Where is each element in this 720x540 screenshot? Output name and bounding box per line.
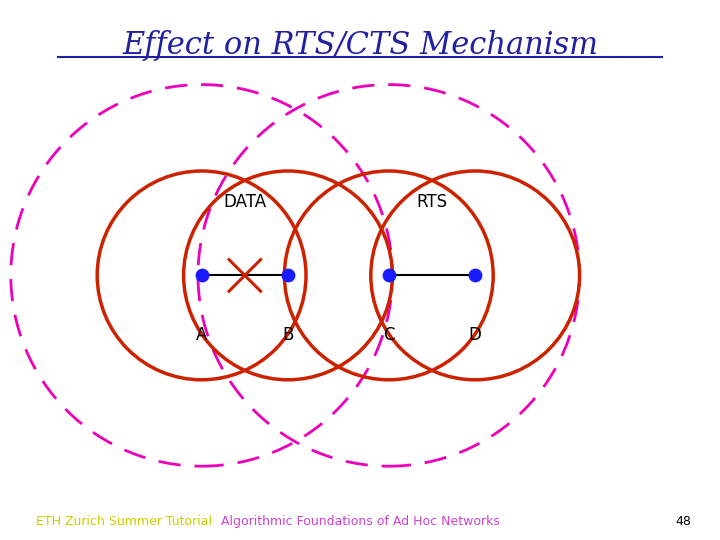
Text: DATA: DATA [223, 193, 266, 211]
Text: A: A [196, 326, 207, 344]
Text: Effect on RTS/CTS Mechanism: Effect on RTS/CTS Mechanism [122, 30, 598, 60]
Text: ETH Zurich Summer Tutorial: ETH Zurich Summer Tutorial [36, 515, 212, 528]
Point [383, 271, 395, 280]
Point [196, 271, 207, 280]
Point [282, 271, 294, 280]
Text: D: D [469, 326, 482, 344]
Text: RTS: RTS [416, 193, 448, 211]
Text: C: C [383, 326, 395, 344]
Point [469, 271, 481, 280]
Text: 48: 48 [675, 515, 691, 528]
Text: Algorithmic Foundations of Ad Hoc Networks: Algorithmic Foundations of Ad Hoc Networ… [220, 515, 500, 528]
Text: B: B [282, 326, 294, 344]
